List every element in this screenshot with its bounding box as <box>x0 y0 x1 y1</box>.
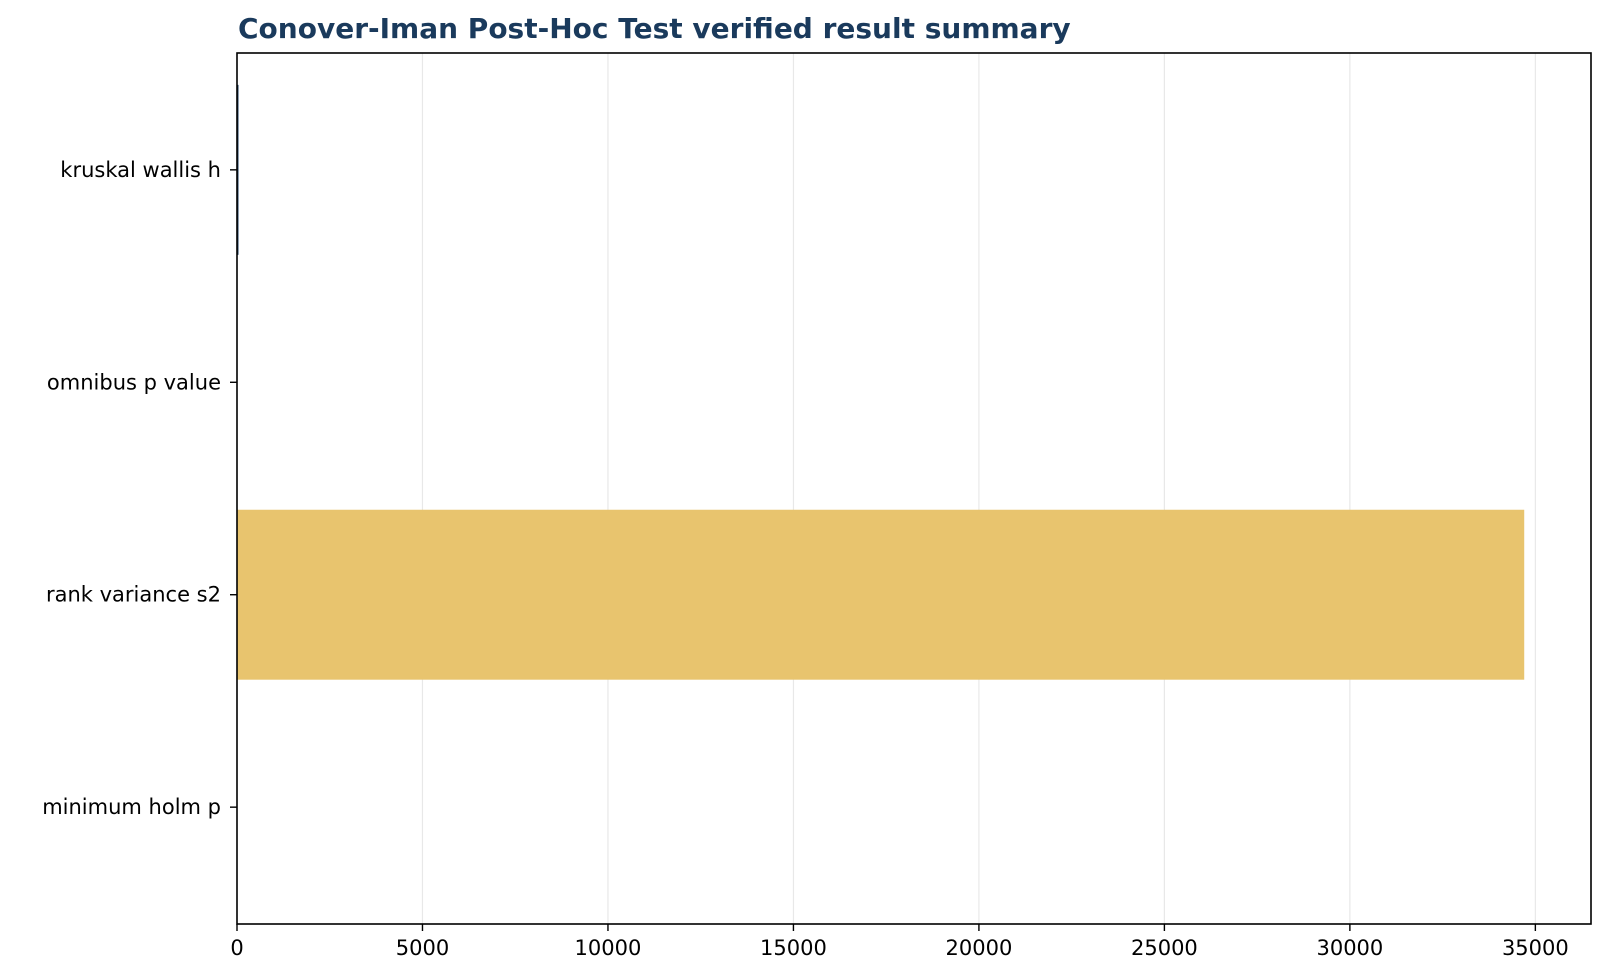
x-tick-label: 15000 <box>760 936 827 960</box>
x-tick-label: 10000 <box>575 936 642 960</box>
y-tick-label: omnibus p value <box>47 370 221 394</box>
x-tick-label: 5000 <box>396 936 449 960</box>
bar-rank-variance-s2 <box>237 510 1524 680</box>
plot-frame <box>237 53 1591 924</box>
x-tick-label: 20000 <box>946 936 1013 960</box>
y-tick-label: kruskal wallis h <box>60 158 221 182</box>
x-tick-label: 0 <box>230 936 243 960</box>
y-tick-label: rank variance s2 <box>46 583 221 607</box>
x-tick-label: 30000 <box>1316 936 1383 960</box>
x-tick-label: 35000 <box>1502 936 1569 960</box>
x-axis-ticks: 0 5000 10000 15000 20000 25000 30000 35000 <box>230 924 1568 960</box>
x-tick-label: 25000 <box>1131 936 1198 960</box>
y-axis-ticks: kruskal wallis h omnibus p value rank vari… <box>42 158 237 819</box>
y-tick-label: minimum holm p <box>42 795 221 819</box>
bars <box>237 85 1524 892</box>
grid-lines <box>422 53 1535 924</box>
